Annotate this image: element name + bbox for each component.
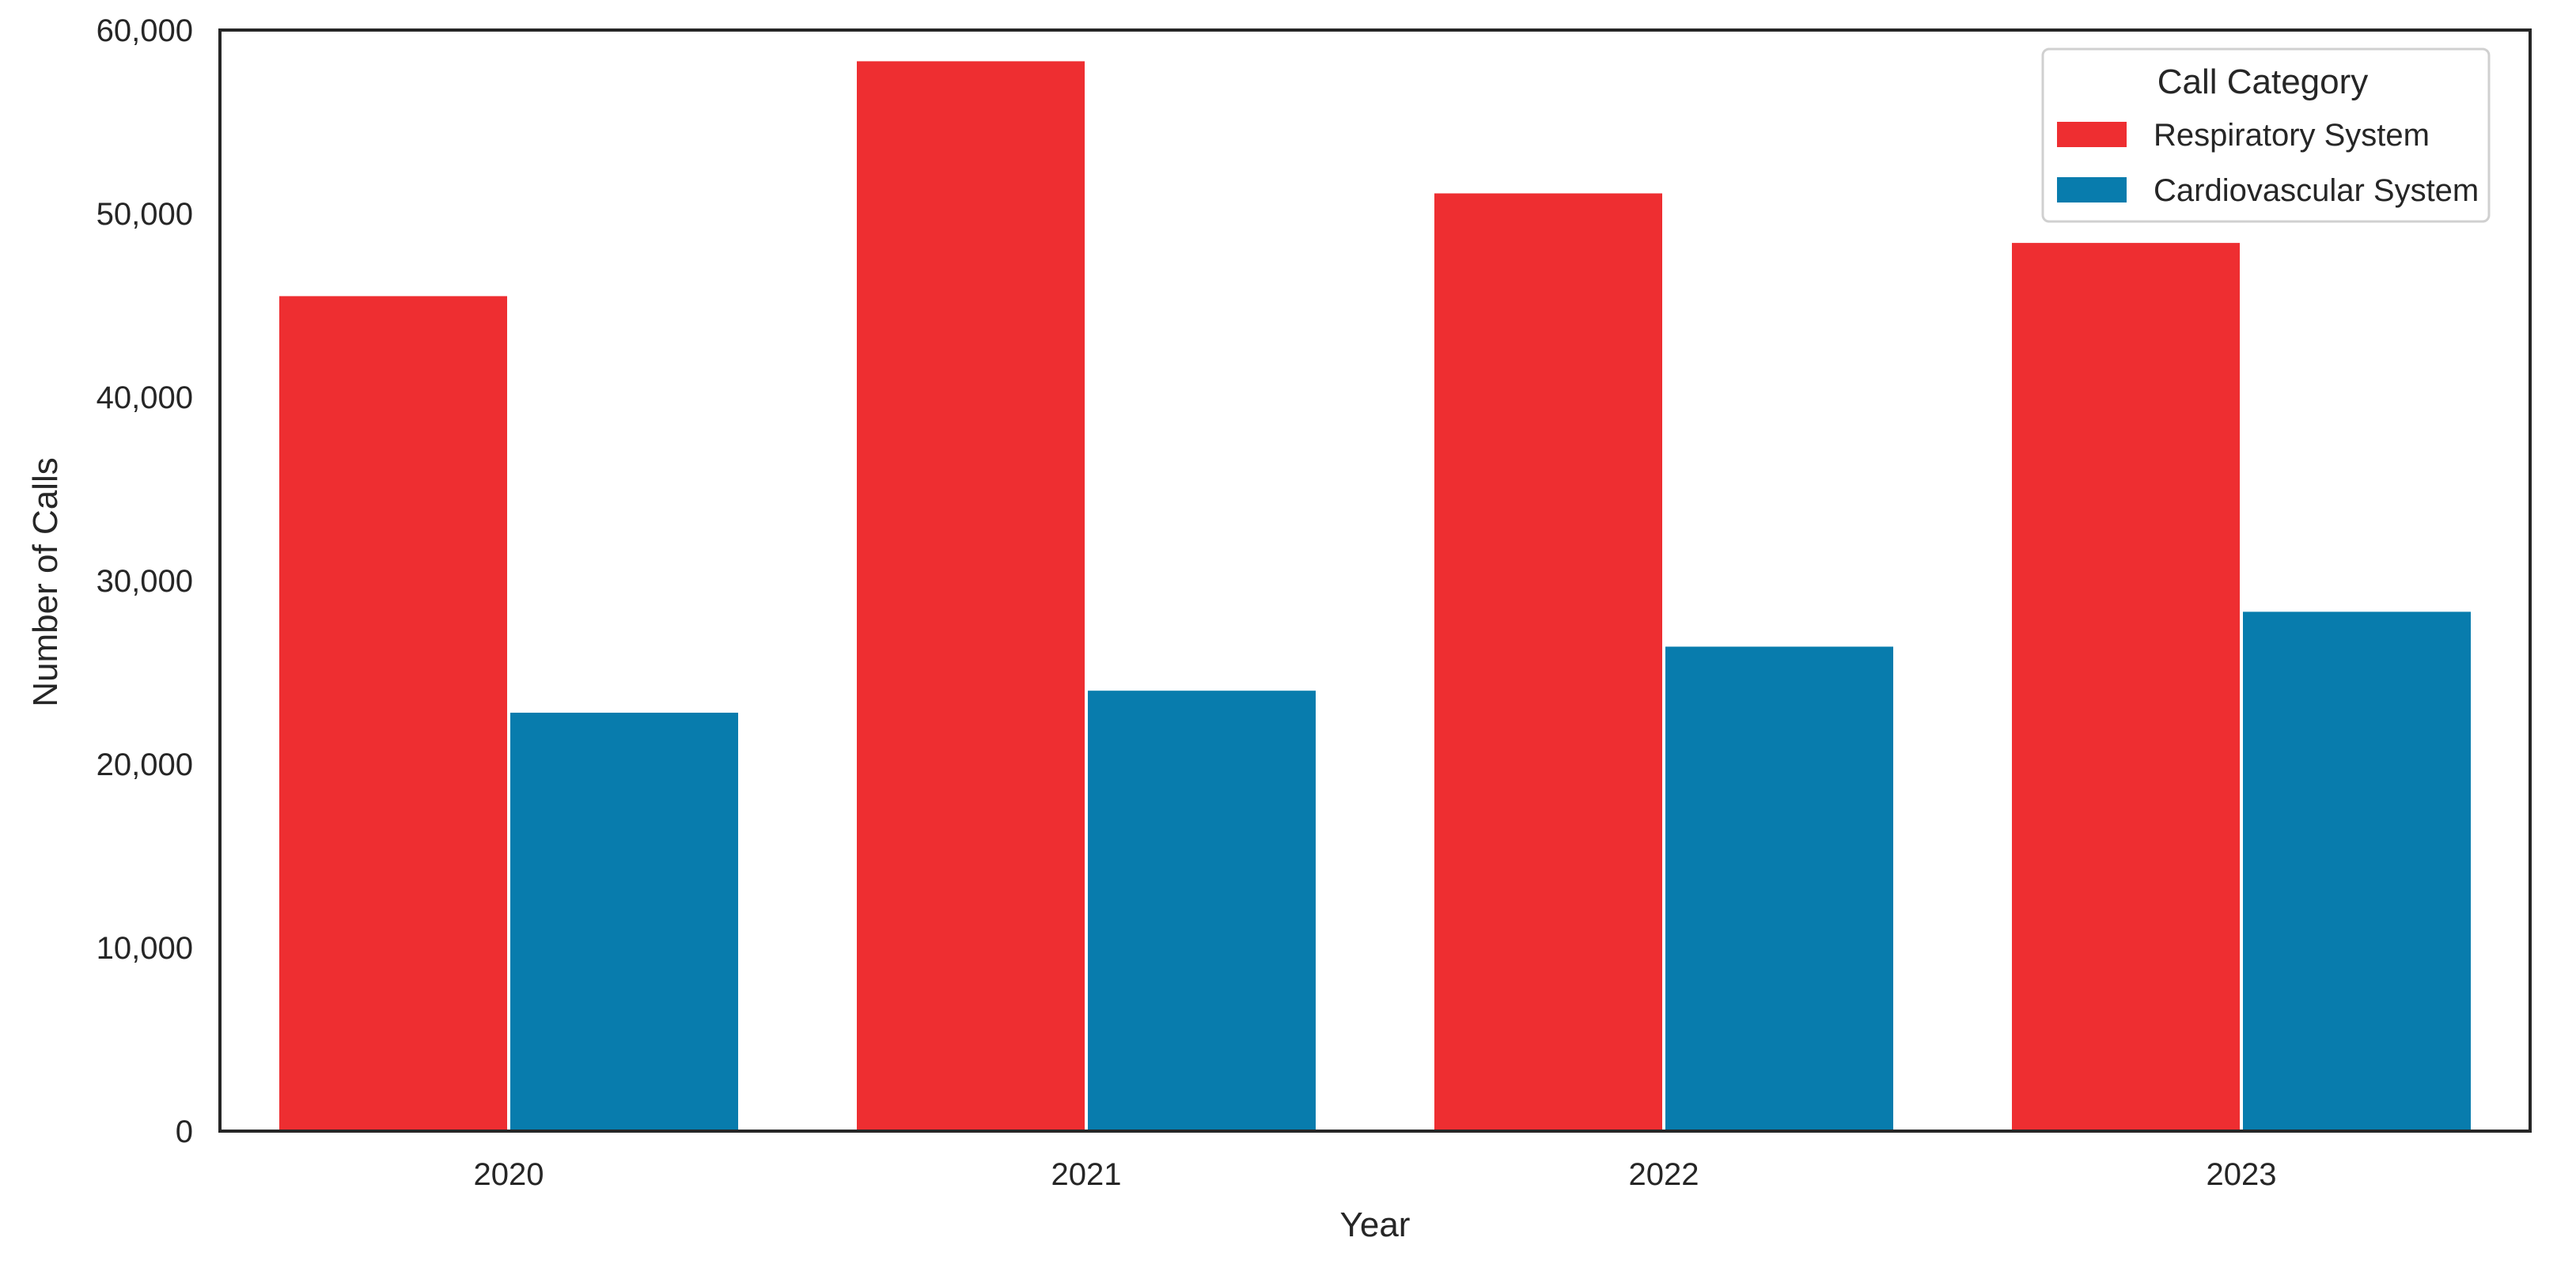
legend-swatch — [2057, 122, 2127, 147]
bars-group — [279, 61, 2471, 1132]
x-axis-ticks: 2020 2021 2022 2023 — [474, 1157, 2277, 1192]
bar-respiratory-system-2021 — [857, 61, 1085, 1132]
x-tick-label: 2021 — [1051, 1157, 1122, 1192]
x-tick-label: 2023 — [2207, 1157, 2277, 1192]
plot-frame — [218, 28, 2532, 1133]
bar-respiratory-system-2023 — [2012, 243, 2240, 1131]
y-tick-label: 50,000 — [97, 197, 193, 232]
legend-label: Respiratory System — [2154, 118, 2430, 153]
bar-cardiovascular-system-2021 — [1088, 691, 1316, 1131]
legend-swatch — [2057, 177, 2127, 202]
legend: Call Category Respiratory System Cardiova… — [2041, 47, 2491, 223]
bar-cardiovascular-system-2023 — [2243, 611, 2471, 1131]
legend-box — [2041, 47, 2491, 223]
y-tick-label: 60,000 — [97, 13, 193, 48]
bar-cardiovascular-system-2020 — [510, 713, 738, 1131]
legend-label: Cardiovascular System — [2154, 173, 2479, 208]
y-tick-label: 10,000 — [97, 931, 193, 966]
y-tick-label: 0 — [176, 1115, 193, 1149]
y-tick-label: 30,000 — [97, 564, 193, 599]
y-axis-ticks: 0 10,000 20,000 30,000 40,000 50,000 60,000 — [97, 13, 193, 1149]
bar-cardiovascular-system-2022 — [1665, 646, 1893, 1131]
x-tick-label: 2022 — [1629, 1157, 1699, 1192]
y-axis-label: Number of Calls — [26, 457, 65, 706]
y-tick-label: 20,000 — [97, 747, 193, 782]
x-axis-label: Year — [1340, 1205, 1411, 1244]
x-tick-label: 2020 — [474, 1157, 544, 1192]
legend-items: Respiratory System Cardiovascular System — [2057, 118, 2479, 208]
legend-title: Call Category — [2157, 62, 2369, 101]
bar-respiratory-system-2020 — [279, 296, 507, 1131]
bar-respiratory-system-2022 — [1434, 193, 1662, 1132]
y-tick-label: 40,000 — [97, 380, 193, 415]
